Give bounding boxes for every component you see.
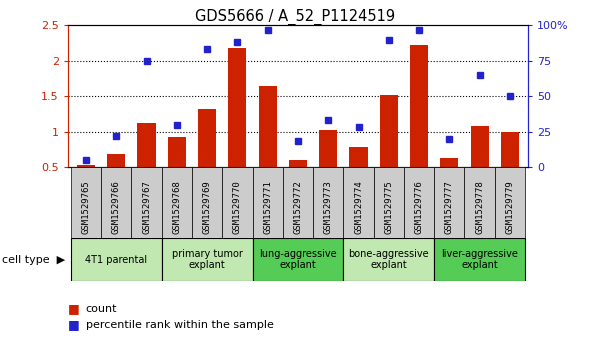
Bar xyxy=(440,159,458,203)
Bar xyxy=(132,167,162,238)
Text: GSM1529773: GSM1529773 xyxy=(324,180,333,234)
Bar xyxy=(101,167,132,238)
Text: GSM1529765: GSM1529765 xyxy=(81,180,90,234)
Bar xyxy=(343,238,434,281)
Text: GSM1529776: GSM1529776 xyxy=(415,180,424,234)
Text: GSM1529771: GSM1529771 xyxy=(263,180,272,234)
Text: GSM1529769: GSM1529769 xyxy=(202,180,212,234)
Bar xyxy=(198,109,216,203)
Text: liver-aggressive
explant: liver-aggressive explant xyxy=(441,249,518,270)
Text: ■: ■ xyxy=(68,318,80,331)
Bar xyxy=(434,238,525,281)
Bar xyxy=(319,130,337,203)
Text: cell type  ▶: cell type ▶ xyxy=(2,254,65,265)
Text: GSM1529778: GSM1529778 xyxy=(475,180,484,234)
Bar xyxy=(137,123,156,203)
Bar xyxy=(434,167,464,238)
Bar xyxy=(258,86,277,203)
Text: primary tumor
explant: primary tumor explant xyxy=(172,249,242,270)
Text: GSM1529774: GSM1529774 xyxy=(354,180,363,234)
Bar xyxy=(77,165,95,203)
Bar xyxy=(71,238,162,281)
Text: 4T1 parental: 4T1 parental xyxy=(85,254,148,265)
Bar xyxy=(283,167,313,238)
Bar xyxy=(373,167,404,238)
Bar xyxy=(222,167,253,238)
Bar xyxy=(410,45,428,203)
Bar xyxy=(228,48,247,203)
Bar xyxy=(464,167,495,238)
Bar xyxy=(168,136,186,203)
Text: GSM1529775: GSM1529775 xyxy=(384,180,394,234)
Text: count: count xyxy=(86,303,117,314)
Bar xyxy=(380,95,398,203)
Bar xyxy=(192,167,222,238)
Bar xyxy=(470,126,489,203)
Bar xyxy=(495,167,525,238)
Bar xyxy=(107,154,125,203)
Text: GSM1529767: GSM1529767 xyxy=(142,180,151,234)
Text: GSM1529766: GSM1529766 xyxy=(112,180,121,234)
Bar xyxy=(501,131,519,203)
Bar xyxy=(253,238,343,281)
Text: GSM1529772: GSM1529772 xyxy=(293,180,303,234)
Bar xyxy=(313,167,343,238)
Bar xyxy=(404,167,434,238)
Bar xyxy=(162,167,192,238)
Text: GSM1529777: GSM1529777 xyxy=(445,180,454,234)
Text: GDS5666 / A_52_P1124519: GDS5666 / A_52_P1124519 xyxy=(195,9,395,25)
Text: percentile rank within the sample: percentile rank within the sample xyxy=(86,320,273,330)
Bar xyxy=(349,147,368,203)
Text: GSM1529779: GSM1529779 xyxy=(506,180,514,234)
Text: ■: ■ xyxy=(68,302,80,315)
Bar xyxy=(71,167,101,238)
Text: lung-aggressive
explant: lung-aggressive explant xyxy=(259,249,337,270)
Text: GSM1529768: GSM1529768 xyxy=(172,180,181,234)
Bar xyxy=(253,167,283,238)
Bar xyxy=(162,238,253,281)
Text: GSM1529770: GSM1529770 xyxy=(233,180,242,234)
Text: bone-aggressive
explant: bone-aggressive explant xyxy=(349,249,429,270)
Bar xyxy=(343,167,373,238)
Bar xyxy=(289,160,307,203)
